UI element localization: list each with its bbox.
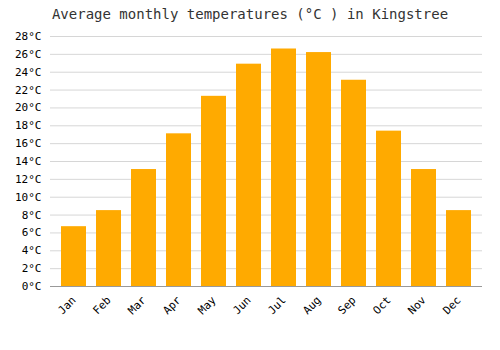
svg-text:Mar: Mar [125,293,149,317]
svg-text:12°C: 12°C [15,173,42,186]
svg-text:24°C: 24°C [15,66,42,79]
svg-text:Oct: Oct [370,294,393,317]
svg-text:Nov: Nov [405,293,429,317]
svg-text:18°C: 18°C [15,119,42,132]
svg-text:10°C: 10°C [15,191,42,204]
svg-text:Jan: Jan [55,294,78,317]
svg-text:26°C: 26°C [15,48,42,61]
svg-text:28°C: 28°C [15,30,42,43]
svg-text:0°C: 0°C [22,280,42,293]
svg-text:4°C: 4°C [22,244,42,257]
svg-text:May: May [195,293,219,317]
svg-text:8°C: 8°C [22,209,42,222]
svg-text:Feb: Feb [90,294,113,317]
svg-text:Jul: Jul [265,294,288,317]
svg-text:Aug: Aug [300,294,323,317]
svg-text:16°C: 16°C [15,137,42,150]
svg-text:6°C: 6°C [22,226,42,239]
svg-text:2°C: 2°C [22,262,42,275]
html-text:Average monthly temperatures (: Average monthly temperatures (°C ) in Ki… [51,6,449,22]
svg-text:Dec: Dec [440,294,463,317]
svg-text:Jun: Jun [230,294,253,317]
svg-text:14°C: 14°C [15,155,42,168]
svg-text:20°C: 20°C [15,101,42,114]
svg-text:22°C: 22°C [15,84,42,97]
svg-text:Sep: Sep [335,294,358,317]
svg-text:Apr: Apr [160,293,184,317]
